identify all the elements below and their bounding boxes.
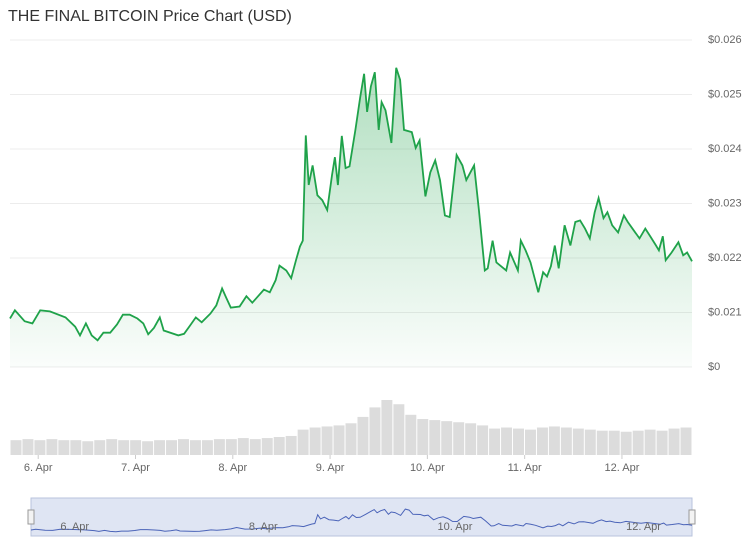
volume-bar — [285, 435, 297, 455]
volume-bar — [273, 437, 285, 455]
x-tick-label: 11. Apr — [508, 462, 542, 474]
volume-bar — [345, 423, 357, 455]
volume-bar — [142, 441, 154, 455]
navigator-line — [30, 508, 693, 533]
volume-bar — [261, 438, 273, 455]
navigator-label: 6. Apr — [60, 521, 89, 533]
volume-bar — [369, 407, 381, 455]
volume-bar — [297, 429, 309, 455]
volume-bar — [46, 439, 58, 455]
volume-bar — [154, 440, 166, 455]
x-tick-label: 10. Apr — [410, 462, 445, 474]
volume-bar — [94, 440, 106, 455]
volume-bar — [620, 431, 632, 455]
volume-bar — [644, 429, 656, 455]
volume-bar — [513, 428, 524, 455]
volume-bar — [10, 440, 22, 455]
x-tick-label: 6. Apr — [24, 462, 53, 474]
x-tick-label: 7. Apr — [121, 462, 150, 474]
volume-bar — [201, 440, 213, 455]
volume-bar — [429, 420, 441, 455]
volume-bar — [178, 439, 189, 455]
navigator-label: 10. Apr — [438, 521, 473, 533]
x-tick-label: 8. Apr — [218, 462, 247, 474]
y-tick-label: $0.025 — [708, 88, 742, 100]
volume-bar — [656, 430, 668, 455]
volume-bar — [632, 430, 644, 455]
area — [10, 67, 692, 368]
volume-bar — [668, 428, 680, 455]
volume-bar — [405, 414, 417, 455]
volume-bar — [536, 427, 548, 455]
volume-bar — [34, 440, 46, 455]
volume-bar — [249, 439, 261, 455]
volume-bar — [584, 429, 596, 455]
x-tick-label: 12. Apr — [605, 462, 640, 474]
volume-bar — [70, 440, 82, 455]
volume-bar — [357, 416, 369, 455]
volume-bar — [453, 422, 465, 455]
volume-bar — [501, 427, 513, 455]
volume-bar — [213, 439, 225, 455]
volume-bar — [58, 440, 70, 455]
price-line — [9, 67, 693, 342]
volume-bar — [237, 438, 249, 455]
navigator-label: 12. Apr — [626, 521, 661, 533]
volume-bar — [321, 426, 333, 455]
volume-bar — [572, 428, 584, 455]
y-tick-label: $0.024 — [708, 143, 742, 155]
volume-bar — [333, 425, 345, 455]
y-tick-label: $0.026 — [708, 34, 742, 46]
y-tick-label: $0.023 — [708, 197, 742, 209]
chart-title: THE FINAL BITCOIN Price Chart (USD) — [8, 8, 292, 25]
y-tick-label: $0.022 — [708, 252, 742, 264]
volume-bar — [189, 440, 201, 455]
volume-bar — [560, 427, 572, 455]
volume-bar — [22, 439, 34, 455]
volume-bar — [309, 427, 321, 455]
navigator-handle[interactable] — [688, 509, 696, 525]
volume-bar — [680, 427, 692, 455]
navigator-handle[interactable] — [27, 509, 35, 525]
volume-bar — [477, 425, 489, 455]
volume-bar — [130, 440, 142, 455]
y-tick-label: $0 — [708, 361, 720, 373]
volume-bar — [441, 421, 453, 455]
volume-bar — [417, 419, 429, 455]
volume-bar — [166, 440, 178, 455]
volume-bar — [225, 439, 237, 455]
volume-bar — [596, 430, 608, 455]
volume-bar — [548, 426, 560, 455]
volume-bar — [106, 439, 118, 455]
volume-bar — [118, 440, 130, 455]
volume-bar — [381, 400, 393, 455]
volume-bar — [82, 441, 94, 455]
volume-bar — [393, 404, 405, 455]
x-tick-label: 9. Apr — [316, 462, 345, 474]
volume-bar — [608, 430, 620, 455]
volume-bar — [465, 423, 477, 455]
volume-bar — [524, 429, 536, 455]
y-tick-label: $0.021 — [708, 306, 742, 318]
navigator-label: 8. Apr — [249, 521, 278, 533]
volume-bar — [489, 428, 501, 455]
